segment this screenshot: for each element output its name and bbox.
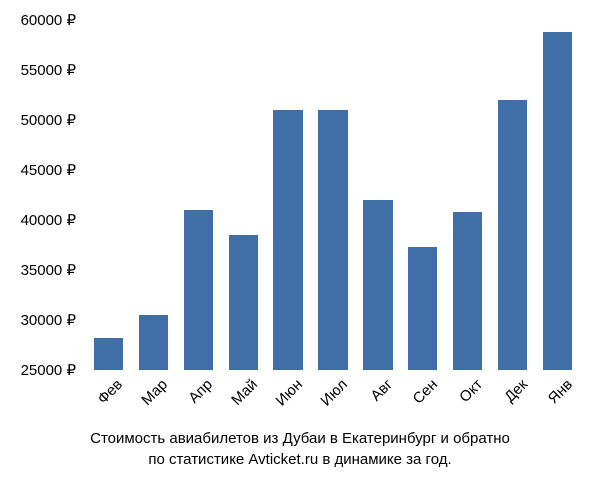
x-tick-label: Мар (139, 376, 172, 409)
caption-line-1: Стоимость авиабилетов из Дубаи в Екатери… (90, 430, 510, 447)
bar (273, 110, 302, 370)
caption-line-2: по статистике Avticket.ru в динамике за … (148, 451, 451, 468)
plot-area (86, 20, 580, 370)
bar (318, 110, 347, 370)
bar (139, 315, 168, 370)
bar (498, 100, 527, 370)
x-tick-label: Дек (501, 376, 531, 406)
x-tick-label: Янв (544, 376, 575, 407)
x-tick-label: Май (228, 376, 261, 409)
x-tick-label: Авг (367, 376, 396, 405)
x-tick-label: Июн (273, 376, 306, 409)
bar (453, 212, 482, 370)
x-tick-label: Июл (317, 376, 351, 410)
bar (543, 32, 572, 370)
bar (229, 235, 258, 370)
bar (363, 200, 392, 370)
x-tick-label: Фев (95, 376, 127, 408)
x-tick-label: Окт (456, 376, 486, 406)
bar (184, 210, 213, 370)
y-axis: 25000 ₽30000 ₽35000 ₽40000 ₽45000 ₽50000… (0, 20, 82, 370)
x-axis: Фев Мар Апр Май Июн Июл Авг Сен Окт Дек Янв (86, 372, 580, 432)
y-tick-label: 60000 ₽ (21, 11, 76, 29)
y-tick-label: 50000 ₽ (21, 111, 76, 129)
chart-area (86, 20, 580, 370)
y-tick-label: 40000 ₽ (21, 211, 76, 229)
y-tick-label: 30000 ₽ (21, 311, 76, 329)
bar (94, 338, 123, 370)
y-tick-label: 55000 ₽ (21, 61, 76, 79)
y-tick-label: 25000 ₽ (21, 361, 76, 379)
x-tick-label: Сен (409, 376, 440, 407)
chart-caption: Стоимость авиабилетов из Дубаи в Екатери… (0, 428, 600, 470)
y-tick-label: 35000 ₽ (21, 261, 76, 279)
bar (408, 247, 437, 370)
y-tick-label: 45000 ₽ (21, 161, 76, 179)
x-tick-label: Апр (186, 376, 217, 407)
